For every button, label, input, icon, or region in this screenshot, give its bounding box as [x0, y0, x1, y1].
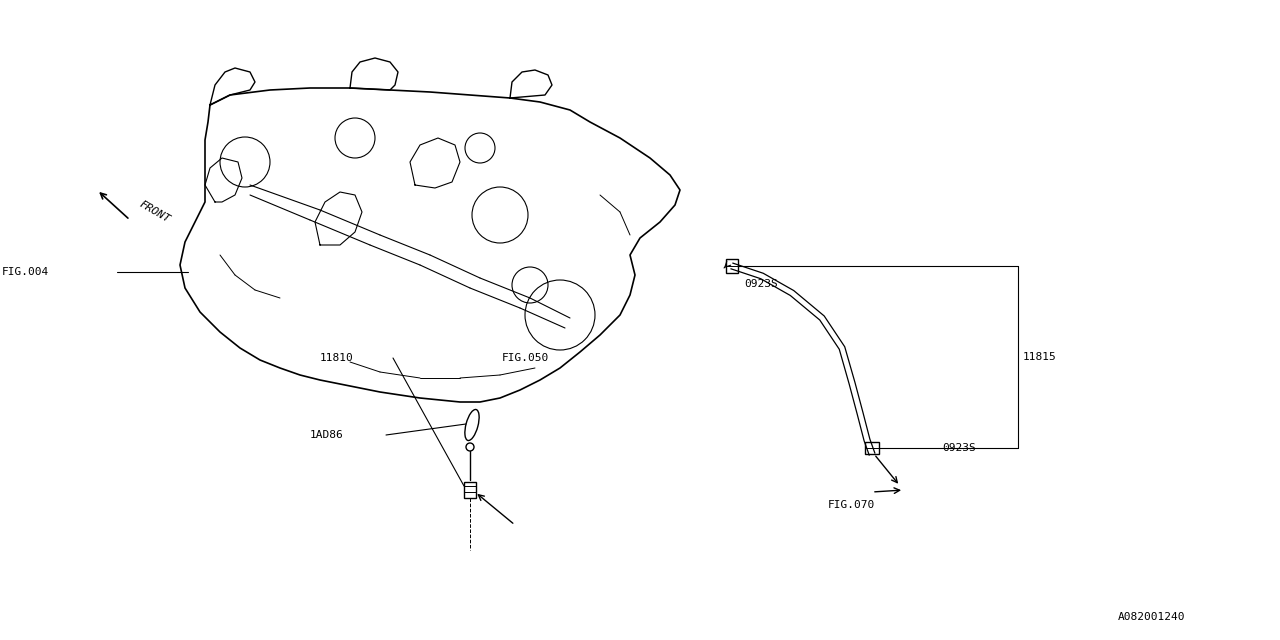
- Text: 11810: 11810: [320, 353, 353, 363]
- Text: A082001240: A082001240: [1117, 612, 1185, 622]
- Text: FIG.004: FIG.004: [3, 267, 49, 277]
- Text: 1AD86: 1AD86: [310, 430, 344, 440]
- Text: 11815: 11815: [1023, 352, 1057, 362]
- Text: FIG.070: FIG.070: [828, 500, 876, 510]
- Text: FIG.050: FIG.050: [502, 353, 549, 363]
- Text: FRONT: FRONT: [137, 199, 172, 225]
- Text: 0923S: 0923S: [744, 279, 778, 289]
- Text: 0923S: 0923S: [942, 443, 975, 453]
